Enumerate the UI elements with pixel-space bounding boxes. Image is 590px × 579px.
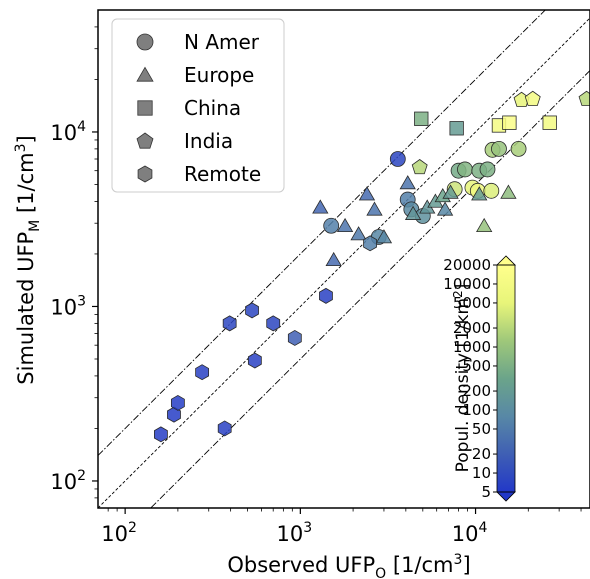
hexagon-point bbox=[363, 235, 377, 252]
colorbar-tick-label: 100 bbox=[462, 401, 491, 419]
hexagon-point bbox=[217, 420, 232, 437]
circle-point bbox=[323, 217, 340, 234]
legend-marker-square bbox=[137, 100, 153, 116]
colorbar-tick-label: 20000 bbox=[443, 256, 491, 274]
pentagon-point bbox=[524, 90, 541, 106]
hexagon-point bbox=[195, 364, 210, 381]
axes: 102 103 104 102 103 104 bbox=[50, 26, 582, 546]
triangle-point bbox=[442, 184, 459, 199]
legend-marker-hexagon bbox=[137, 165, 153, 183]
colorbar-gradient bbox=[497, 265, 515, 492]
colorbar-tick-label: 20 bbox=[472, 445, 491, 463]
colorbar-tick-label: 2000 bbox=[453, 319, 491, 337]
colorbar-tick-label: 50 bbox=[472, 420, 491, 438]
triangle-point bbox=[404, 205, 422, 220]
legend-label: Europe bbox=[184, 63, 254, 87]
colorbar-tick-label: 5000 bbox=[453, 294, 491, 312]
hexagon-point bbox=[154, 426, 168, 443]
series-europe bbox=[312, 175, 517, 267]
colorbar-label: Popul. density [1/km2] bbox=[451, 284, 473, 473]
hexagon-point bbox=[266, 315, 281, 332]
triangle-point bbox=[312, 199, 329, 214]
triangle-point bbox=[350, 226, 367, 241]
data-markers bbox=[154, 90, 590, 443]
colorbar-tick-label: 10000 bbox=[443, 275, 491, 293]
colorbar-tick-label: 200 bbox=[462, 382, 491, 400]
hexagon-point bbox=[247, 352, 262, 369]
triangle-point bbox=[500, 184, 517, 199]
x-axis-label: Observed UFPO [1/cm3] bbox=[227, 552, 470, 579]
legend-label: Remote bbox=[184, 162, 261, 186]
triangle-point bbox=[325, 251, 342, 267]
reference-line-1 bbox=[98, 17, 590, 508]
legend-box bbox=[111, 18, 285, 193]
colorbar-tick-label: 1000 bbox=[453, 338, 491, 356]
hexagon-point bbox=[167, 406, 181, 423]
square-point bbox=[502, 115, 517, 130]
triangle-point bbox=[358, 186, 376, 201]
triangle-point bbox=[375, 229, 393, 244]
triangle-point bbox=[336, 217, 354, 232]
y-axis-label: Simulated UFPM [1/cm3] bbox=[13, 135, 43, 384]
reference-line-0p5 bbox=[150, 69, 590, 508]
circle-point bbox=[483, 182, 500, 199]
x-tick-label: 102 bbox=[101, 520, 137, 546]
x-tick-label: 103 bbox=[277, 520, 313, 546]
hexagon-point bbox=[319, 287, 333, 304]
triangle-point bbox=[399, 175, 416, 190]
legend-label: N Amer bbox=[184, 30, 260, 54]
series-india bbox=[411, 90, 590, 175]
reference-line-2 bbox=[98, 10, 546, 456]
hexagon-point bbox=[245, 302, 259, 319]
triangle-point bbox=[366, 201, 383, 216]
legend: N Amer Europe China India Remote bbox=[111, 18, 285, 193]
y-tick-label: 103 bbox=[50, 293, 86, 319]
colorbar-tick-label: 500 bbox=[462, 357, 491, 375]
y-tick-label: 102 bbox=[50, 468, 86, 494]
reference-lines bbox=[98, 10, 590, 508]
colorbar-tick-label: 5 bbox=[481, 483, 491, 501]
circle-point bbox=[457, 161, 473, 178]
circle-point bbox=[389, 151, 406, 167]
square-point bbox=[449, 121, 464, 136]
legend-marker-circle bbox=[136, 33, 154, 51]
triangle-point bbox=[471, 186, 488, 201]
square-point bbox=[414, 111, 429, 126]
plot-frame bbox=[97, 9, 590, 509]
colorbar-tick-label: 10 bbox=[472, 464, 491, 482]
hexagon-point bbox=[170, 394, 185, 411]
pentagon-point bbox=[578, 90, 590, 106]
legend-label: India bbox=[184, 129, 233, 153]
square-point bbox=[542, 115, 557, 130]
series-china bbox=[414, 111, 557, 136]
series-remote bbox=[154, 235, 377, 443]
circle-point bbox=[510, 140, 527, 157]
y-tick-label: 104 bbox=[50, 119, 86, 145]
hexagon-point bbox=[222, 315, 237, 332]
pentagon-point bbox=[411, 158, 428, 175]
triangle-point bbox=[436, 201, 454, 216]
circle-point bbox=[491, 140, 507, 157]
legend-marker-triangle bbox=[136, 66, 154, 82]
legend-marker-pentagon bbox=[136, 132, 154, 149]
circle-point bbox=[479, 161, 496, 178]
triangle-point bbox=[476, 217, 493, 232]
colorbar-frame bbox=[496, 264, 516, 493]
legend-label: China bbox=[184, 96, 241, 120]
hexagon-point bbox=[287, 329, 302, 346]
x-tick-label: 104 bbox=[452, 520, 488, 546]
